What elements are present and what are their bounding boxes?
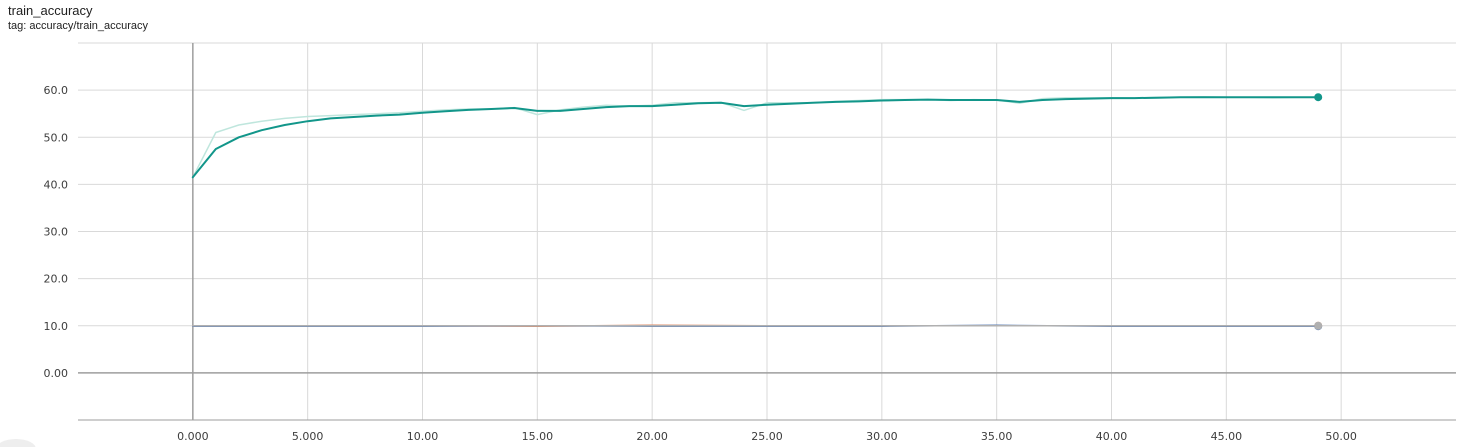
chart-tag: tag: accuracy/train_accuracy [8, 20, 149, 32]
series [191, 95, 1320, 327]
x-tick-label: 35.00 [981, 430, 1013, 443]
expand-button[interactable] [0, 439, 36, 447]
x-tick-label: 25.00 [751, 430, 783, 443]
x-tick-label: 15.00 [522, 430, 554, 443]
y-tick-labels: 0.00 10.0 20.0 30.0 40.0 50.0 60.0 [44, 84, 69, 380]
series-end-marker [1314, 93, 1323, 102]
end-markers [1314, 93, 1323, 331]
series-line-smoothed [191, 96, 1320, 179]
y-tick-label: 0.00 [44, 367, 69, 380]
x-tick-label: 50.00 [1325, 430, 1357, 443]
y-tick-label: 20.0 [44, 273, 69, 286]
x-tick-label: 20.00 [636, 430, 668, 443]
y-tick-label: 10.0 [44, 320, 69, 333]
x-tick-label: 45.00 [1211, 430, 1243, 443]
axes [78, 43, 1456, 421]
x-tick-label: 10.00 [407, 430, 439, 443]
grid [78, 42, 1456, 420]
x-tick-label: 5.000 [292, 430, 324, 443]
x-tick-label: 0.000 [177, 430, 209, 443]
x-tick-labels: 0.000 5.000 10.00 15.00 20.00 25.00 30.00 35.00… [177, 430, 1357, 443]
y-tick-label: 60.0 [44, 84, 69, 97]
x-tick-label: 40.00 [1096, 430, 1128, 443]
series-end-marker [1314, 321, 1323, 330]
chart-title: train_accuracy [8, 3, 93, 18]
y-tick-label: 50.0 [44, 131, 69, 144]
x-tick-label: 30.00 [866, 430, 898, 443]
y-tick-label: 40.0 [44, 178, 69, 191]
y-tick-label: 30.0 [44, 226, 69, 239]
